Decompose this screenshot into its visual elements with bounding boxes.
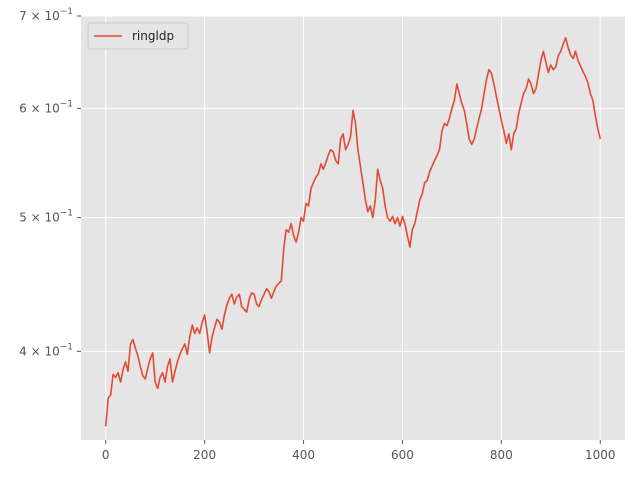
legend-box bbox=[87, 22, 189, 50]
x-tick-label: 400 bbox=[292, 448, 315, 462]
x-tick-label: 800 bbox=[490, 448, 513, 462]
y-tick-label: 6 × 10−1 bbox=[19, 99, 73, 115]
y-tick-label: 7 × 10−1 bbox=[19, 7, 73, 23]
y-tick-label: 4 × 10−1 bbox=[19, 342, 73, 358]
y-tick-label: 5 × 10−1 bbox=[19, 209, 73, 225]
x-tick-label: 0 bbox=[102, 448, 110, 462]
series-layer bbox=[104, 36, 602, 427]
plot-background bbox=[81, 16, 625, 440]
x-tick-label: 600 bbox=[391, 448, 414, 462]
grid-lines bbox=[81, 15, 625, 440]
series-line-ringldp bbox=[104, 36, 602, 427]
x-tick-label: 1000 bbox=[585, 448, 616, 462]
legend: ringldp bbox=[87, 22, 189, 50]
x-tick-label: 200 bbox=[193, 448, 216, 462]
axis-ticks: 0 200 400 600 800 1000 4 × 10−1 5 × 10−1 6 × 10−… bbox=[19, 7, 615, 462]
legend-label-ringldp: ringldp bbox=[132, 29, 174, 43]
